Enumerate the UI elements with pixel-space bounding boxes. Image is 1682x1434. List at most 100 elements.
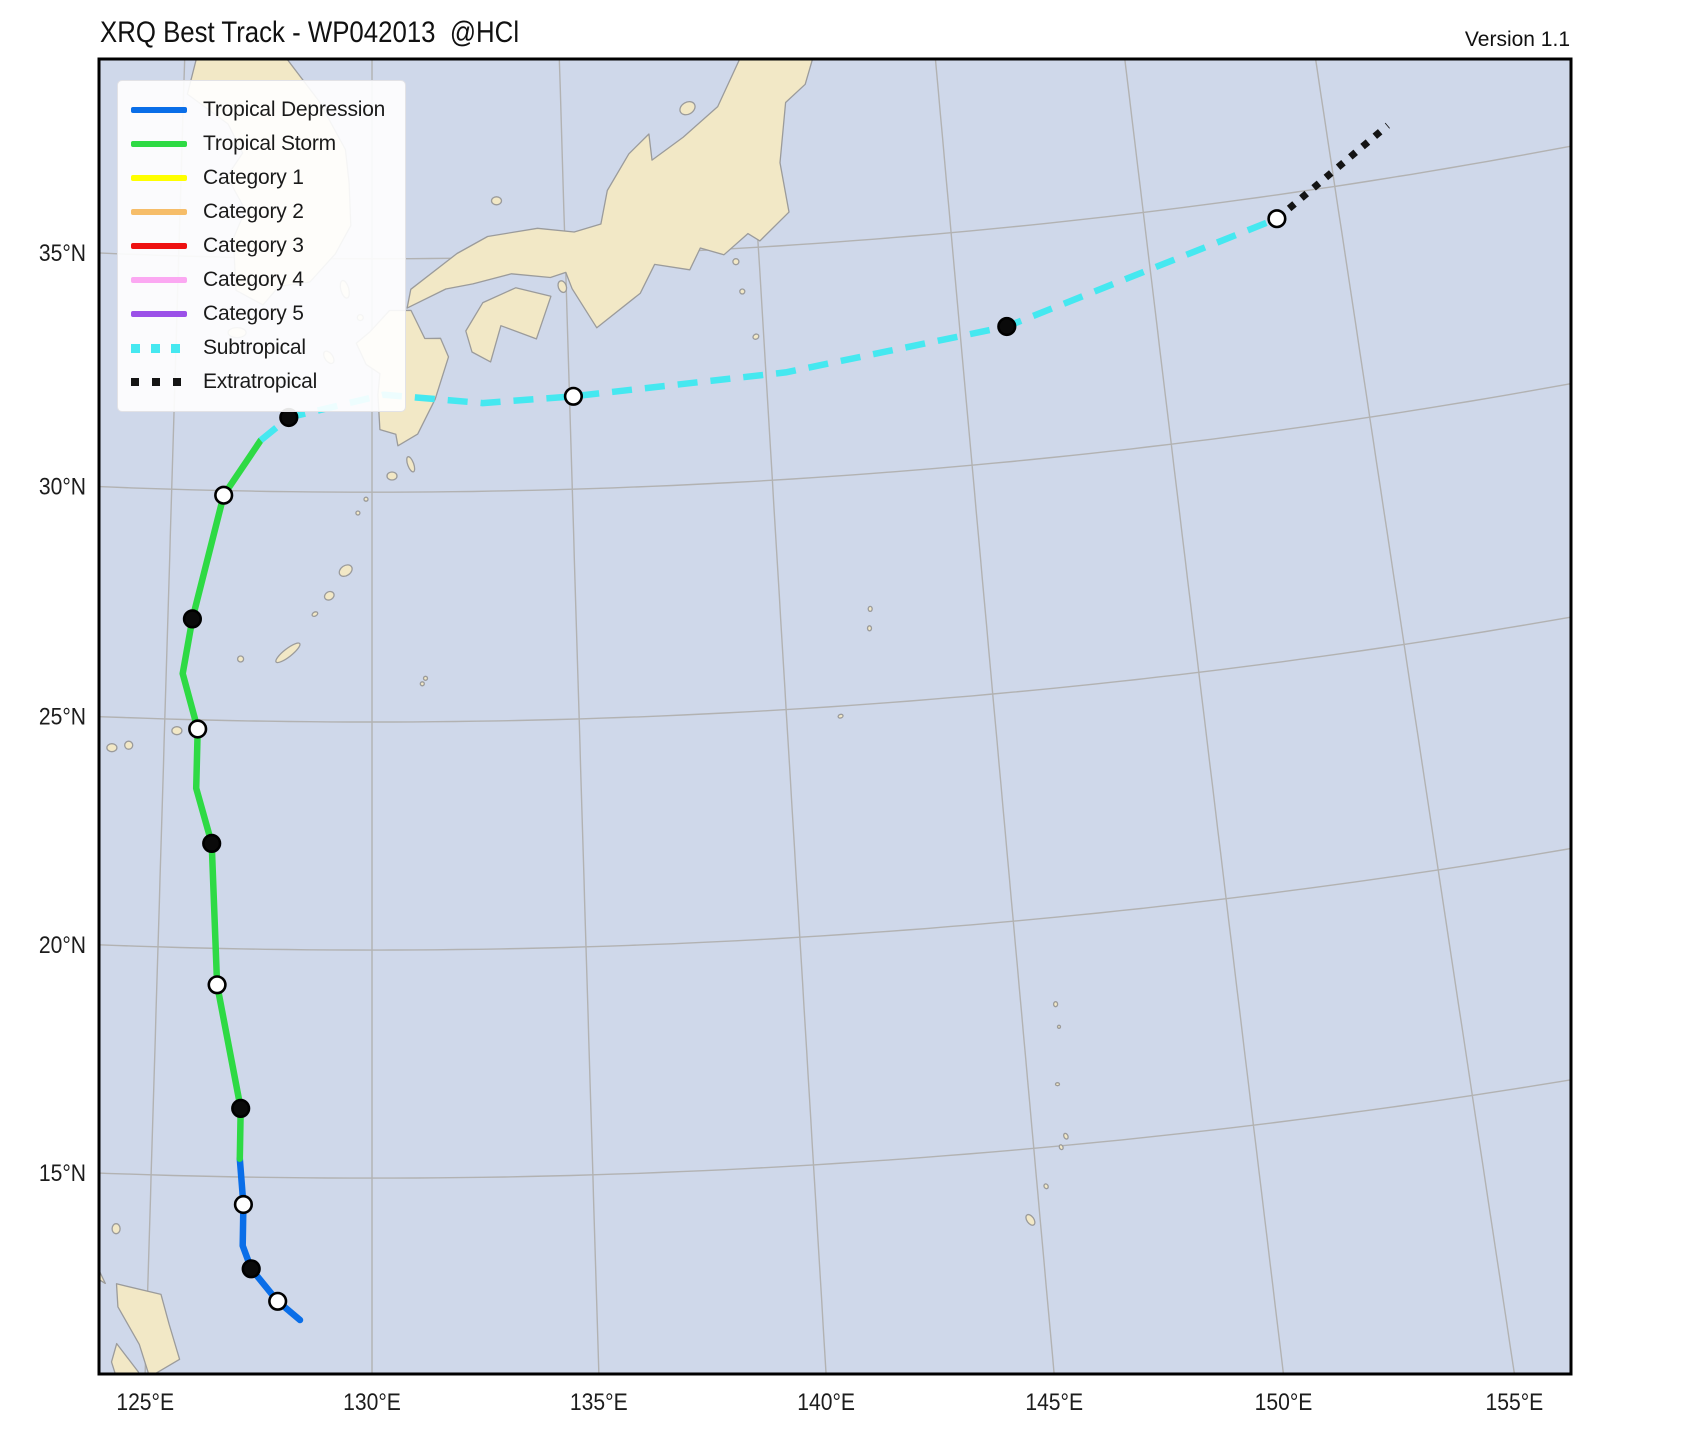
land-honshu xyxy=(406,59,814,329)
island-sado xyxy=(679,100,696,116)
legend-item-ex: Extratropical xyxy=(131,365,385,399)
track-point-open xyxy=(207,975,227,995)
track-point-filled xyxy=(997,316,1017,337)
swatch-dot xyxy=(173,378,181,386)
legend-label: Category 3 xyxy=(203,234,304,257)
track-point-open xyxy=(268,1291,288,1311)
swatch-dot xyxy=(152,378,160,386)
island-awaji xyxy=(557,280,568,294)
legend-item-ts: Tropical Storm xyxy=(131,127,385,161)
y-tick-25n: 25°N xyxy=(39,703,86,730)
line-swatch xyxy=(131,243,187,249)
track-point-filled xyxy=(202,833,222,854)
x-tick-125e: 125°E xyxy=(116,1389,174,1416)
legend-item-c4: Category 4 xyxy=(131,263,385,297)
land-leyte xyxy=(110,1342,140,1374)
swatch-dot xyxy=(131,378,139,386)
track-segment-ss xyxy=(258,215,1279,443)
legend-item-c2: Category 2 xyxy=(131,195,385,229)
x-tick-130e: 130°E xyxy=(343,1389,401,1416)
legend-label: Extratropical xyxy=(203,370,318,393)
meridian-150e xyxy=(1124,59,1285,1374)
track-point-filled xyxy=(241,1259,261,1279)
island-hachijojima xyxy=(752,333,760,340)
island-miyako xyxy=(171,726,183,736)
island-oki xyxy=(490,196,503,206)
legend-swatch-dotted xyxy=(131,378,187,386)
island-amami xyxy=(338,564,353,577)
island-kume xyxy=(236,655,245,663)
island-okinoerabu xyxy=(311,611,319,618)
parallel-15n xyxy=(99,1079,1571,1179)
legend-swatch-solid xyxy=(131,141,187,147)
parallel-25n xyxy=(99,616,1571,723)
island-saipan xyxy=(1063,1132,1069,1140)
island-miyakejima xyxy=(739,288,746,295)
swatch-dot xyxy=(151,343,160,353)
track-point-open xyxy=(563,386,584,406)
legend-label: Tropical Depression xyxy=(203,98,386,121)
track-markers xyxy=(182,209,1287,1311)
island-burias xyxy=(64,1260,71,1267)
island-izu-oshima xyxy=(732,258,740,266)
legend-swatch-dashed xyxy=(131,343,187,353)
legend-label: Category 1 xyxy=(203,166,304,189)
island-tokara-1 xyxy=(363,496,369,502)
parallel-20n xyxy=(99,847,1571,951)
x-tick-155e: 155°E xyxy=(1486,1389,1544,1416)
land-samar xyxy=(115,1283,181,1374)
track-point-open xyxy=(188,719,208,739)
island-ishigaki xyxy=(124,740,134,750)
island-anatahan xyxy=(1054,1082,1061,1087)
island-hahajima xyxy=(866,625,873,632)
x-tick-150e: 150°E xyxy=(1255,1389,1313,1416)
line-swatch xyxy=(131,277,187,283)
legend-swatch-solid xyxy=(131,277,187,283)
legend-swatch-solid xyxy=(131,311,187,317)
island-tinian xyxy=(1058,1144,1064,1151)
parallel-30n xyxy=(99,382,1571,493)
x-tick-140e: 140°E xyxy=(797,1389,855,1416)
line-swatch xyxy=(131,311,187,317)
island-guam xyxy=(1025,1213,1036,1226)
legend-item-td: Tropical Depression xyxy=(131,93,385,127)
legend-label: Category 4 xyxy=(203,268,304,291)
island-chichijima xyxy=(867,605,873,613)
y-tick-35n: 35°N xyxy=(39,240,86,267)
legend-item-c3: Category 3 xyxy=(131,229,385,263)
legend-label: Tropical Storm xyxy=(203,132,336,155)
island-okinawa xyxy=(275,642,301,664)
land-masbate xyxy=(72,1287,96,1316)
swatch-dot xyxy=(171,343,180,353)
version-label: Version 1.1 xyxy=(1464,28,1570,51)
island-rota xyxy=(1043,1183,1049,1190)
legend-box: Tropical Depression Tropical Storm Categor… xyxy=(117,80,407,412)
y-tick-15n: 15°N xyxy=(39,1160,86,1187)
island-catanduanes xyxy=(111,1223,121,1235)
track-point-filled xyxy=(231,1098,251,1118)
legend-label: Category 5 xyxy=(203,302,304,325)
track-segment-ts xyxy=(179,437,264,1162)
legend-swatch-solid xyxy=(131,175,187,181)
legend-swatch-solid xyxy=(131,209,187,215)
meridian-135e xyxy=(558,59,600,1374)
y-tick-30n: 30°N xyxy=(39,473,86,500)
land-shikoku xyxy=(465,287,552,363)
island-minamidaito xyxy=(419,681,425,687)
dotted-swatch xyxy=(131,378,187,386)
track-point-open xyxy=(1267,209,1287,229)
island-pagan xyxy=(1052,1001,1059,1008)
legend-item-ss: Subtropical xyxy=(131,331,385,365)
legend-label: Category 2 xyxy=(203,200,304,223)
track-point-filled xyxy=(182,609,202,629)
island-yakushima xyxy=(386,471,398,481)
legend-item-c5: Category 5 xyxy=(131,297,385,331)
line-swatch xyxy=(131,107,187,113)
island-iriomote xyxy=(106,743,118,753)
x-tick-135e: 135°E xyxy=(570,1389,628,1416)
track-point-open xyxy=(233,1194,253,1215)
y-tick-20n: 20°N xyxy=(39,932,86,959)
plot-border xyxy=(97,57,1573,1376)
line-swatch xyxy=(131,175,187,181)
